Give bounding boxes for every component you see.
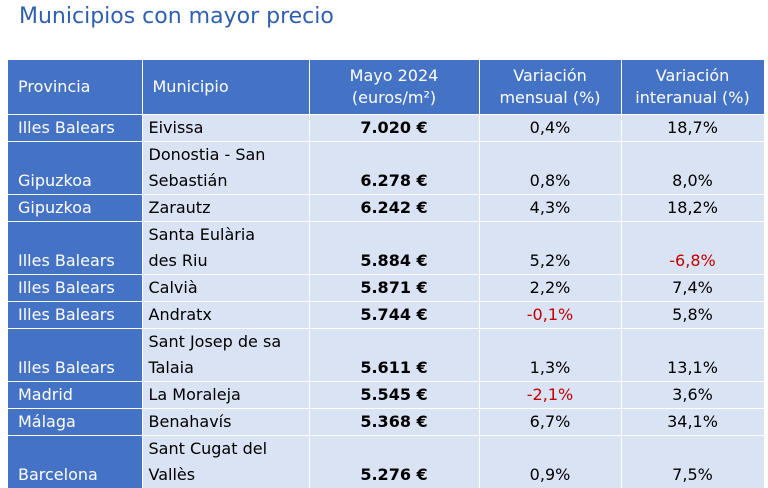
header-interanual-line1: Variación [628, 65, 758, 87]
cell-mensual: 5,2% [479, 222, 621, 275]
cell-precio: 7.020 € [309, 115, 479, 142]
cell-mensual: 4,3% [479, 195, 621, 222]
cell-interanual: 34,1% [621, 409, 764, 436]
cell-municipio: Andratx [142, 302, 309, 329]
municipio-line1: La Moraleja [149, 382, 303, 408]
municipio-line1: Eivissa [149, 115, 303, 141]
cell-precio: 5.276 € [309, 436, 479, 488]
cell-provincia: Illes Balears [8, 275, 142, 302]
cell-provincia: Madrid [8, 382, 142, 409]
municipio-line1: Sant Josep de sa [149, 329, 303, 355]
header-precio: Mayo 2024 (euros/m²) [309, 60, 479, 115]
cell-precio: 5.368 € [309, 409, 479, 436]
header-municipio: Municipio [142, 60, 309, 115]
cell-mensual: -2,1% [479, 382, 621, 409]
cell-precio: 6.242 € [309, 195, 479, 222]
cell-mensual: 0,9% [479, 436, 621, 488]
municipio-line2: Talaia [149, 355, 303, 381]
table-header-row: Provincia Municipio Mayo 2024 (euros/m²)… [8, 60, 764, 115]
cell-interanual: -6,8% [621, 222, 764, 275]
cell-mensual: 2,2% [479, 275, 621, 302]
cell-provincia: Illes Balears [8, 329, 142, 382]
cell-mensual: 6,7% [479, 409, 621, 436]
municipio-line2: des Riu [149, 248, 303, 274]
cell-precio: 6.278 € [309, 142, 479, 195]
cell-interanual: 13,1% [621, 329, 764, 382]
municipio-line1: Benahavís [149, 409, 303, 435]
page-title: Municipios con mayor precio [19, 4, 334, 29]
municipio-line2: Vallès [149, 462, 303, 488]
cell-precio: 5.744 € [309, 302, 479, 329]
cell-interanual: 8,0% [621, 142, 764, 195]
header-precio-line2: (euros/m²) [316, 87, 473, 109]
municipio-line2: Sebastián [149, 168, 303, 194]
cell-provincia: Illes Balears [8, 302, 142, 329]
price-table: Provincia Municipio Mayo 2024 (euros/m²)… [8, 60, 765, 488]
municipio-line1: Sant Cugat del [149, 436, 303, 462]
cell-municipio: Zarautz [142, 195, 309, 222]
cell-municipio: Eivissa [142, 115, 309, 142]
cell-mensual: 0,8% [479, 142, 621, 195]
municipio-line1: Donostia - San [149, 142, 303, 168]
municipio-line1: Santa Eulària [149, 222, 303, 248]
cell-mensual: -0,1% [479, 302, 621, 329]
header-mensual: Variación mensual (%) [479, 60, 621, 115]
cell-precio: 5.871 € [309, 275, 479, 302]
cell-mensual: 1,3% [479, 329, 621, 382]
cell-municipio: Benahavís [142, 409, 309, 436]
municipio-line1: Calvià [149, 275, 303, 301]
cell-provincia: Illes Balears [8, 222, 142, 275]
header-interanual-line2: interanual (%) [628, 87, 758, 109]
municipio-line1: Zarautz [149, 195, 303, 221]
cell-provincia: Illes Balears [8, 115, 142, 142]
cell-precio: 5.545 € [309, 382, 479, 409]
cell-provincia: Gipuzkoa [8, 195, 142, 222]
header-mensual-line2: mensual (%) [486, 87, 615, 109]
header-interanual: Variación interanual (%) [621, 60, 764, 115]
cell-provincia: Barcelona [8, 436, 142, 488]
header-precio-line1: Mayo 2024 [316, 65, 473, 87]
cell-interanual: 18,7% [621, 115, 764, 142]
cell-interanual: 7,4% [621, 275, 764, 302]
header-mensual-line1: Variación [486, 65, 615, 87]
cell-interanual: 3,6% [621, 382, 764, 409]
cell-provincia: Gipuzkoa [8, 142, 142, 195]
municipio-line1: Andratx [149, 302, 303, 328]
cell-interanual: 7,5% [621, 436, 764, 488]
cell-provincia: Málaga [8, 409, 142, 436]
cell-municipio: La Moraleja [142, 382, 309, 409]
cell-precio: 5.611 € [309, 329, 479, 382]
cell-municipio: Calvià [142, 275, 309, 302]
header-provincia: Provincia [8, 60, 142, 115]
cell-interanual: 18,2% [621, 195, 764, 222]
cell-interanual: 5,8% [621, 302, 764, 329]
cell-mensual: 0,4% [479, 115, 621, 142]
cell-precio: 5.884 € [309, 222, 479, 275]
